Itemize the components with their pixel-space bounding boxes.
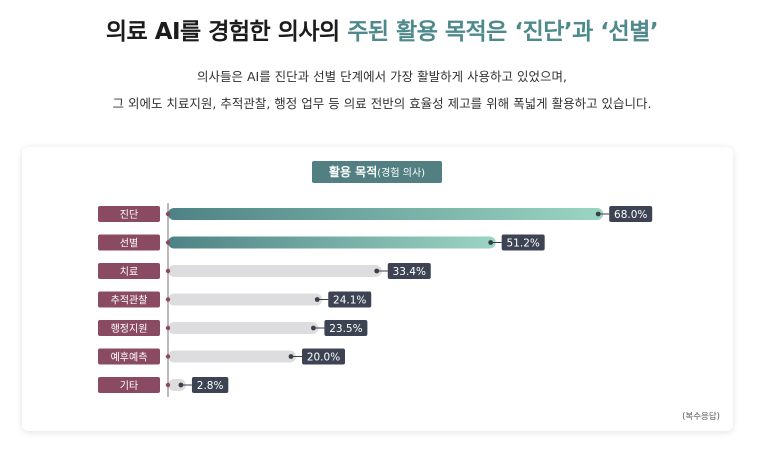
description-line-1: 의사들은 AI를 진단과 선별 단계에서 가장 활발하게 사용하고 있었으며, xyxy=(197,69,567,84)
category-label: 치료 xyxy=(120,266,138,278)
axis-dot xyxy=(165,354,171,359)
category-label-bg xyxy=(98,348,160,365)
page-headline: 의료 AI를 경험한 의사의 주된 활용 목적은 ‘진단’과 ‘선별’ xyxy=(0,12,764,46)
bar xyxy=(168,322,319,334)
value-label-bg xyxy=(387,263,431,279)
bar xyxy=(168,236,496,249)
category-label: 진단 xyxy=(120,209,138,221)
value-label-bg xyxy=(609,206,653,222)
category-label-bg xyxy=(98,377,160,393)
category-label: 행정지원 xyxy=(111,323,148,335)
value-label: 51.2% xyxy=(507,238,540,250)
axis-dot xyxy=(165,325,171,331)
value-label-bg xyxy=(302,348,345,365)
category-label: 선별 xyxy=(120,238,138,250)
value-label: 68.0% xyxy=(614,209,647,221)
bar xyxy=(168,379,186,391)
chart-title-sub: (경험 의사) xyxy=(377,168,426,179)
category-label-bg xyxy=(98,206,160,222)
headline-prefix: 의료 AI를 경험한 의사의 xyxy=(105,19,348,45)
category-label-bg xyxy=(98,320,160,336)
value-label: 24.1% xyxy=(333,295,366,307)
value-label-bg xyxy=(328,291,372,308)
chart-title-main: 활용 목적 xyxy=(328,165,378,179)
bar xyxy=(168,208,604,220)
description-line-2: 그 외에도 치료지원, 추적관찰, 행정 업무 등 의료 전반의 효율성 제고를… xyxy=(112,96,652,111)
category-label-bg xyxy=(98,263,160,279)
value-label: 2.8% xyxy=(197,380,224,392)
bar-end-dot xyxy=(595,211,601,217)
category-label-bg xyxy=(98,234,160,251)
headline-accent: 주된 활용 목적은 ‘진단’과 ‘선별’ xyxy=(347,19,659,45)
category-label: 추적관찰 xyxy=(111,295,148,307)
axis-dot xyxy=(165,297,171,302)
category-label: 예후예측 xyxy=(111,352,148,364)
bar xyxy=(168,350,296,363)
multiple-response-note: (복수응답) xyxy=(682,412,720,422)
axis-dot xyxy=(165,382,171,388)
value-label-bg xyxy=(501,234,545,251)
category-label-bg xyxy=(98,291,160,308)
axis-dot xyxy=(165,211,171,217)
value-label: 33.4% xyxy=(393,266,426,278)
chart-title: 활용 목적(경험 의사) xyxy=(312,161,442,183)
axis-dot xyxy=(165,240,171,245)
value-label-bg xyxy=(324,320,368,336)
value-label: 20.0% xyxy=(307,352,340,364)
axis-dot xyxy=(165,268,171,274)
value-label-bg xyxy=(191,377,229,393)
bar xyxy=(168,293,323,306)
category-label: 기타 xyxy=(120,380,138,392)
value-label: 23.5% xyxy=(329,323,362,335)
bar xyxy=(168,265,382,277)
